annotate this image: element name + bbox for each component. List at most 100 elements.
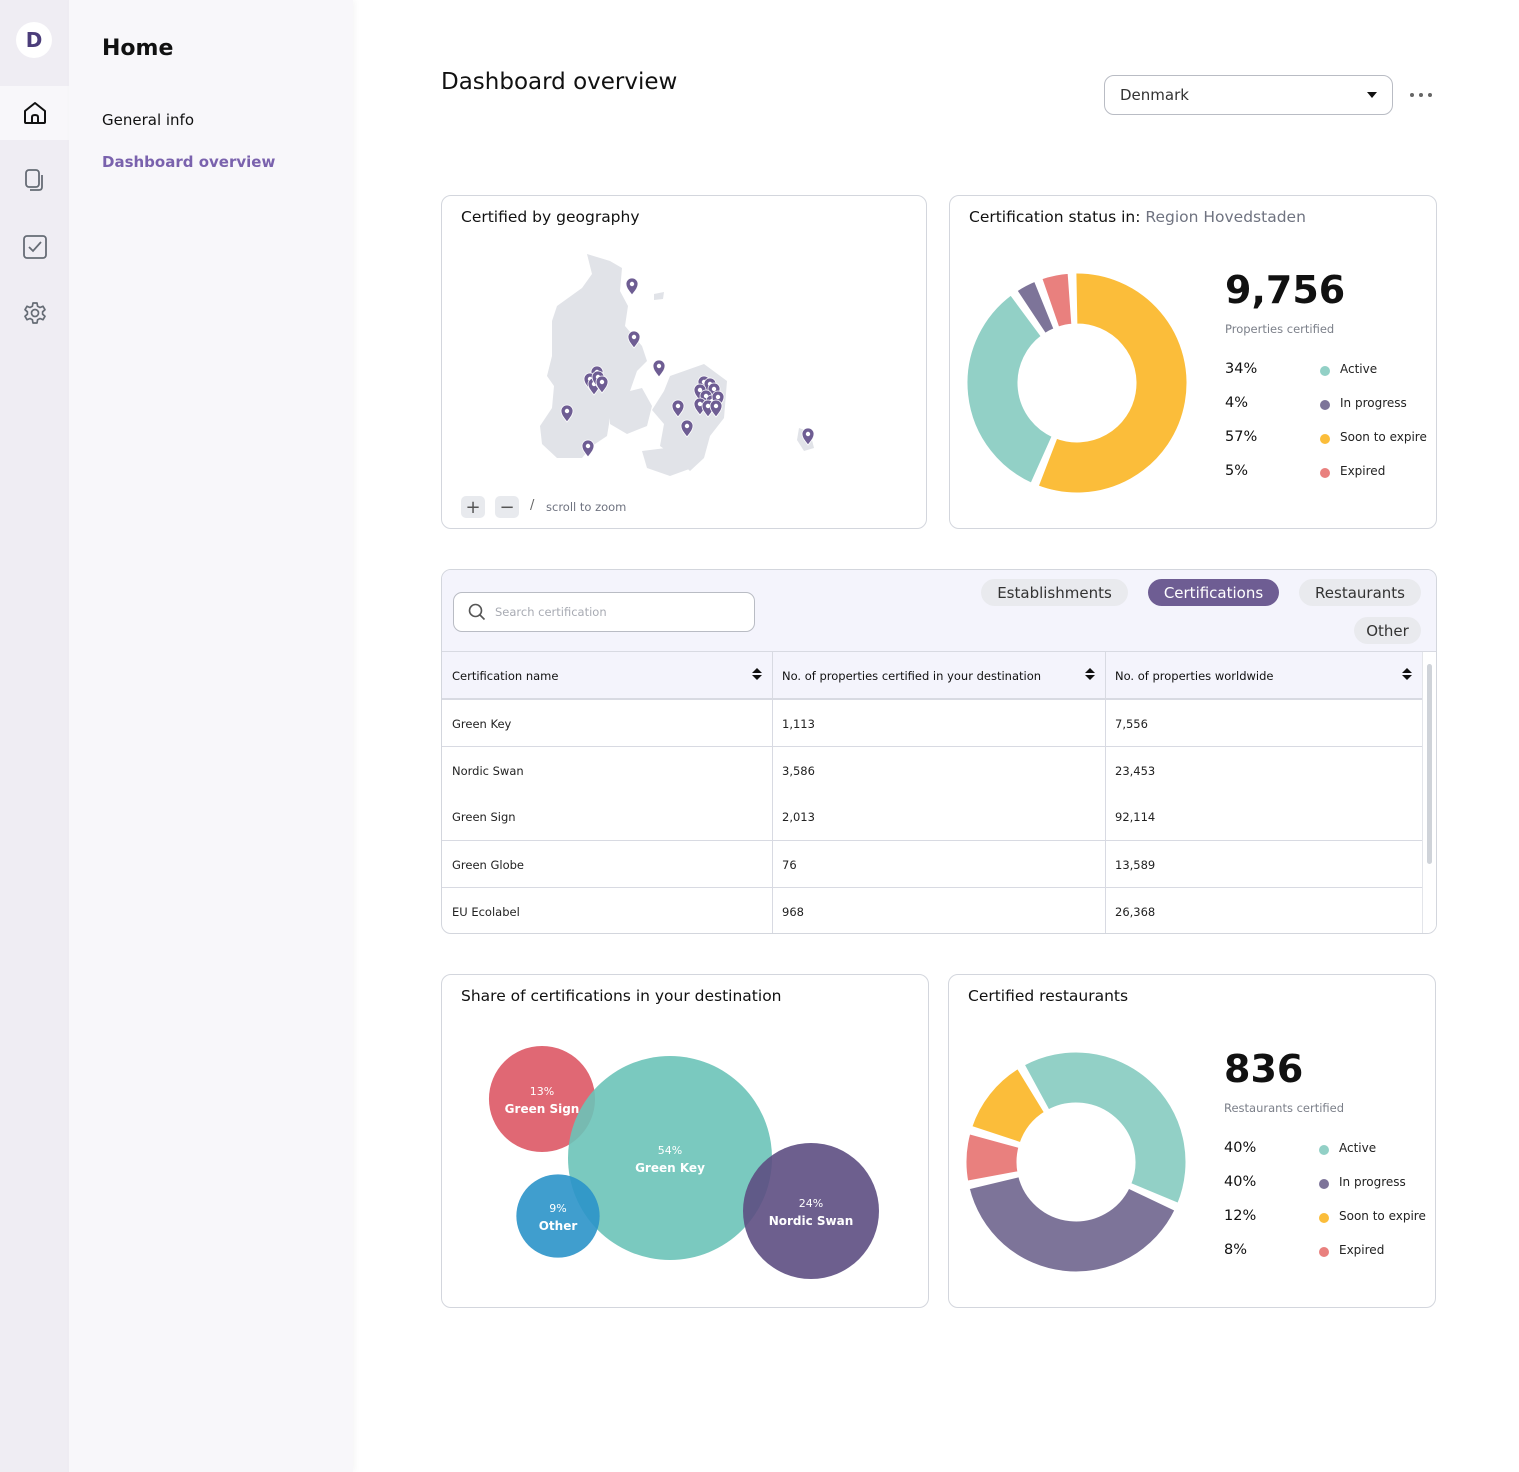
nav-link-dashboard-overview[interactable]: Dashboard overview xyxy=(102,153,276,171)
table-row[interactable]: Green Globe 76 13,589 xyxy=(442,840,1422,887)
zoom-separator: / xyxy=(530,498,535,513)
zoom-hint: scroll to zoom xyxy=(546,500,627,514)
cell-worldwide: 13,589 xyxy=(1115,857,1156,872)
rail-item-home[interactable] xyxy=(0,86,69,140)
ellipsis-icon xyxy=(1410,93,1414,97)
restaurants-donut-chart xyxy=(963,1049,1189,1275)
bubble-name: Other xyxy=(539,1219,578,1233)
donut-slice-active[interactable] xyxy=(964,292,1055,486)
restaurants-total: 836 xyxy=(1224,1047,1304,1091)
cell-name: Green Key xyxy=(452,716,512,731)
sort-icon[interactable] xyxy=(752,668,762,682)
table-header: Certification name No. of properties cer… xyxy=(442,652,1422,699)
nav-link-general-info[interactable]: General info xyxy=(102,111,195,129)
map-pin-icon[interactable] xyxy=(581,439,595,458)
cell-name: Nordic Swan xyxy=(452,763,524,778)
certification-status-card: Certification status in: Region Hovedsta… xyxy=(949,195,1437,529)
denmark-map[interactable] xyxy=(442,196,928,530)
legend-item-in-progress: 4% In progress xyxy=(1225,395,1407,411)
app-logo[interactable]: D xyxy=(16,22,52,58)
bubble-value: 24% xyxy=(799,1197,823,1210)
home-icon xyxy=(23,102,46,124)
certifications-table-card: Search certification Establishments Cert… xyxy=(441,569,1437,934)
restaurants-total-label: Restaurants certified xyxy=(1224,1101,1345,1115)
donut-slice-active[interactable] xyxy=(1021,1049,1189,1206)
cell-destination: 968 xyxy=(782,904,804,919)
nav-title: Home xyxy=(102,36,174,61)
secondary-nav: Home General info Dashboard overview xyxy=(69,0,353,1472)
legend-item-soon-to-expire: 12% Soon to expire xyxy=(1224,1208,1426,1224)
column-header-destination[interactable]: No. of properties certified in your dest… xyxy=(772,652,1105,699)
lolland-shape xyxy=(642,446,692,476)
cell-name: Green Sign xyxy=(452,809,516,824)
rail-item-documents[interactable] xyxy=(0,153,69,207)
sort-icon[interactable] xyxy=(1402,668,1412,682)
more-options-button[interactable] xyxy=(1410,86,1438,104)
tab-other[interactable]: Other xyxy=(1354,617,1421,644)
legend-item-active: 34% Active xyxy=(1225,361,1378,377)
bubble-nordic-swan[interactable]: 24% Nordic Swan xyxy=(743,1143,879,1279)
geography-card: Certified by geography + − / scroll to z… xyxy=(441,195,927,529)
status-total-label: Properties certified xyxy=(1225,322,1335,336)
cell-worldwide: 92,114 xyxy=(1115,809,1156,824)
share-card-title: Share of certifications in your destinat… xyxy=(461,987,782,1005)
bubble-value: 54% xyxy=(658,1144,682,1157)
zoom-in-button[interactable]: + xyxy=(461,496,485,518)
cell-destination: 3,586 xyxy=(782,763,815,778)
scrollbar-thumb[interactable] xyxy=(1427,664,1432,864)
column-divider xyxy=(772,652,773,933)
bubble-name: Green Key xyxy=(635,1161,705,1175)
tab-establishments[interactable]: Establishments xyxy=(981,579,1128,606)
bubble-value: 13% xyxy=(530,1085,554,1098)
column-header-worldwide[interactable]: No. of properties worldwide xyxy=(1105,652,1422,699)
column-divider xyxy=(1105,652,1106,933)
tab-restaurants[interactable]: Restaurants xyxy=(1299,579,1421,606)
cell-destination: 2,013 xyxy=(782,809,815,824)
tab-certifications[interactable]: Certifications xyxy=(1148,579,1279,606)
cell-destination: 76 xyxy=(782,857,797,872)
donut-slice-in-progress[interactable] xyxy=(966,1174,1178,1275)
donut-slice-soon-to-expire[interactable] xyxy=(1035,270,1190,496)
cell-worldwide: 23,453 xyxy=(1115,763,1156,778)
restaurants-card-title: Certified restaurants xyxy=(968,987,1129,1005)
status-total: 9,756 xyxy=(1225,268,1346,312)
table-row[interactable]: Nordic Swan 3,586 23,453 xyxy=(442,746,1422,793)
search-placeholder: Search certification xyxy=(495,605,607,619)
bubble-other[interactable]: 9% Other xyxy=(516,1174,600,1258)
restaurants-card: Certified restaurants 836 Restaurants ce… xyxy=(948,974,1436,1308)
donut-slice-expired[interactable] xyxy=(963,1131,1022,1184)
rail-item-settings[interactable] xyxy=(0,287,69,341)
donut-slice-soon-to-expire[interactable] xyxy=(969,1065,1048,1146)
map-pin-icon[interactable] xyxy=(709,399,723,418)
page-title: Dashboard overview xyxy=(441,69,678,95)
map-pin-icon[interactable] xyxy=(801,427,815,446)
legend-item-active: 40% Active xyxy=(1224,1140,1377,1156)
cell-name: EU Ecolabel xyxy=(452,904,520,919)
table-toolbar: Search certification Establishments Cert… xyxy=(442,570,1436,652)
map-pin-icon[interactable] xyxy=(671,399,685,418)
bubble-green-key[interactable]: 54% Green Key xyxy=(568,1056,772,1260)
status-region[interactable]: Region Hovedstaden xyxy=(1145,208,1306,226)
donut-slice-expired[interactable] xyxy=(1039,270,1075,330)
sort-icon[interactable] xyxy=(1085,668,1095,682)
checkbox-icon xyxy=(22,235,47,259)
map-pin-icon[interactable] xyxy=(625,277,639,296)
zoom-out-button[interactable]: − xyxy=(495,496,519,518)
table-row[interactable]: EU Ecolabel 968 26,368 xyxy=(442,887,1422,933)
map-pin-icon[interactable] xyxy=(560,404,574,423)
status-card-title: Certification status in: Region Hovedsta… xyxy=(969,208,1306,226)
table-scrollbar[interactable] xyxy=(1422,652,1436,933)
search-input[interactable]: Search certification xyxy=(453,592,755,632)
map-pin-icon[interactable] xyxy=(627,330,641,349)
map-pin-icon[interactable] xyxy=(652,359,666,378)
country-select[interactable]: Denmark xyxy=(1104,75,1393,115)
table-row[interactable]: Green Sign 2,013 92,114 xyxy=(442,793,1422,840)
bubble-green-sign[interactable]: 13% Green Sign xyxy=(488,1045,596,1153)
map-pin-icon[interactable] xyxy=(680,419,694,438)
table-row[interactable]: Green Key 1,113 7,556 xyxy=(442,699,1422,746)
map-pin-icon[interactable] xyxy=(595,375,609,394)
donut-slice-in-progress[interactable] xyxy=(1014,278,1057,337)
column-header-name[interactable]: Certification name xyxy=(442,652,772,699)
cell-name: Green Globe xyxy=(452,857,524,872)
rail-item-tasks[interactable] xyxy=(0,220,69,274)
